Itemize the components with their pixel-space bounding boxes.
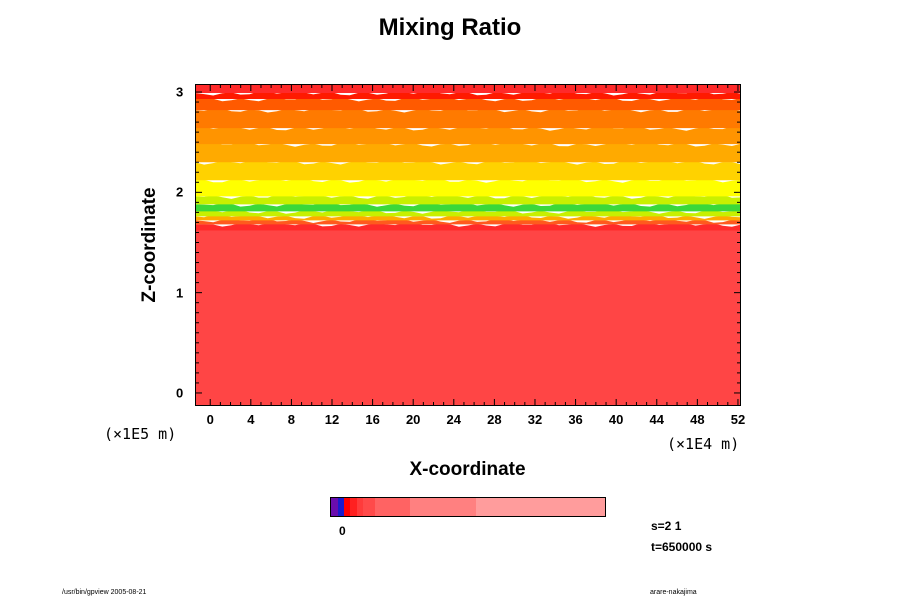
y-tick-label: 3 xyxy=(176,84,184,100)
heatmap-band xyxy=(195,194,741,205)
x-tick-label: 16 xyxy=(365,412,380,427)
heatmap-band xyxy=(195,214,741,221)
colorbar-segment xyxy=(356,498,363,516)
colorbar-segment xyxy=(337,498,344,516)
x-tick-label: 36 xyxy=(568,412,583,427)
colorbar-label: 0 xyxy=(339,524,346,538)
y-tick-label: 2 xyxy=(176,184,184,200)
y-tick-label: 1 xyxy=(176,285,184,301)
x-tick-label: 24 xyxy=(446,412,462,427)
x-tick-label: 28 xyxy=(487,412,502,427)
heatmap-band xyxy=(195,218,741,225)
colorbar-segment xyxy=(374,498,411,516)
heatmap-band xyxy=(195,141,741,163)
heatmap-band xyxy=(195,177,741,197)
y-axis-label: Z-coordinate xyxy=(139,187,160,303)
colorbar-segment xyxy=(349,498,357,516)
heatmap-band xyxy=(195,125,741,145)
colorbar-segment xyxy=(475,498,605,516)
colorbar xyxy=(330,497,606,517)
heatmap-band xyxy=(195,107,741,129)
heatmap-plot xyxy=(195,84,741,406)
colorbar-segment xyxy=(331,498,338,516)
x-axis-unit: (×1E4 m) xyxy=(667,435,740,453)
colorbar-segment xyxy=(410,498,476,516)
plot-frame xyxy=(195,84,741,406)
y-axis-unit: (×1E5 m) xyxy=(104,425,177,443)
x-tick-label: 32 xyxy=(527,412,543,427)
x-tick-label: 12 xyxy=(324,412,340,427)
x-axis-label: X-coordinate xyxy=(409,459,526,480)
footer-right: arare-nakajima xyxy=(650,589,697,596)
x-tick-label: 20 xyxy=(405,412,421,427)
footer-left: /usr/bin/gpview 2005-08-21 xyxy=(62,589,147,596)
heatmap-band xyxy=(195,159,741,181)
x-tick-label: 8 xyxy=(287,412,296,427)
heatmap-band xyxy=(195,96,741,111)
y-tick-label: 0 xyxy=(176,385,184,401)
x-tick-label: 40 xyxy=(608,412,624,427)
heatmap-band xyxy=(195,230,741,406)
x-tick-label: 44 xyxy=(649,412,664,427)
colorbar-segment xyxy=(362,498,375,516)
heatmap-band xyxy=(195,84,741,94)
heatmap-band xyxy=(195,222,741,231)
chart-title: Mixing Ratio xyxy=(378,14,522,41)
x-tick-label: 4 xyxy=(247,412,255,427)
step-label: s=2 1 xyxy=(651,519,682,533)
time-label: t=650000 s xyxy=(651,540,713,554)
x-tick-label: 48 xyxy=(690,412,705,427)
x-tick-label: 52 xyxy=(730,412,746,427)
colorbar-segment xyxy=(343,498,350,516)
x-tick-label: 0 xyxy=(206,412,214,427)
